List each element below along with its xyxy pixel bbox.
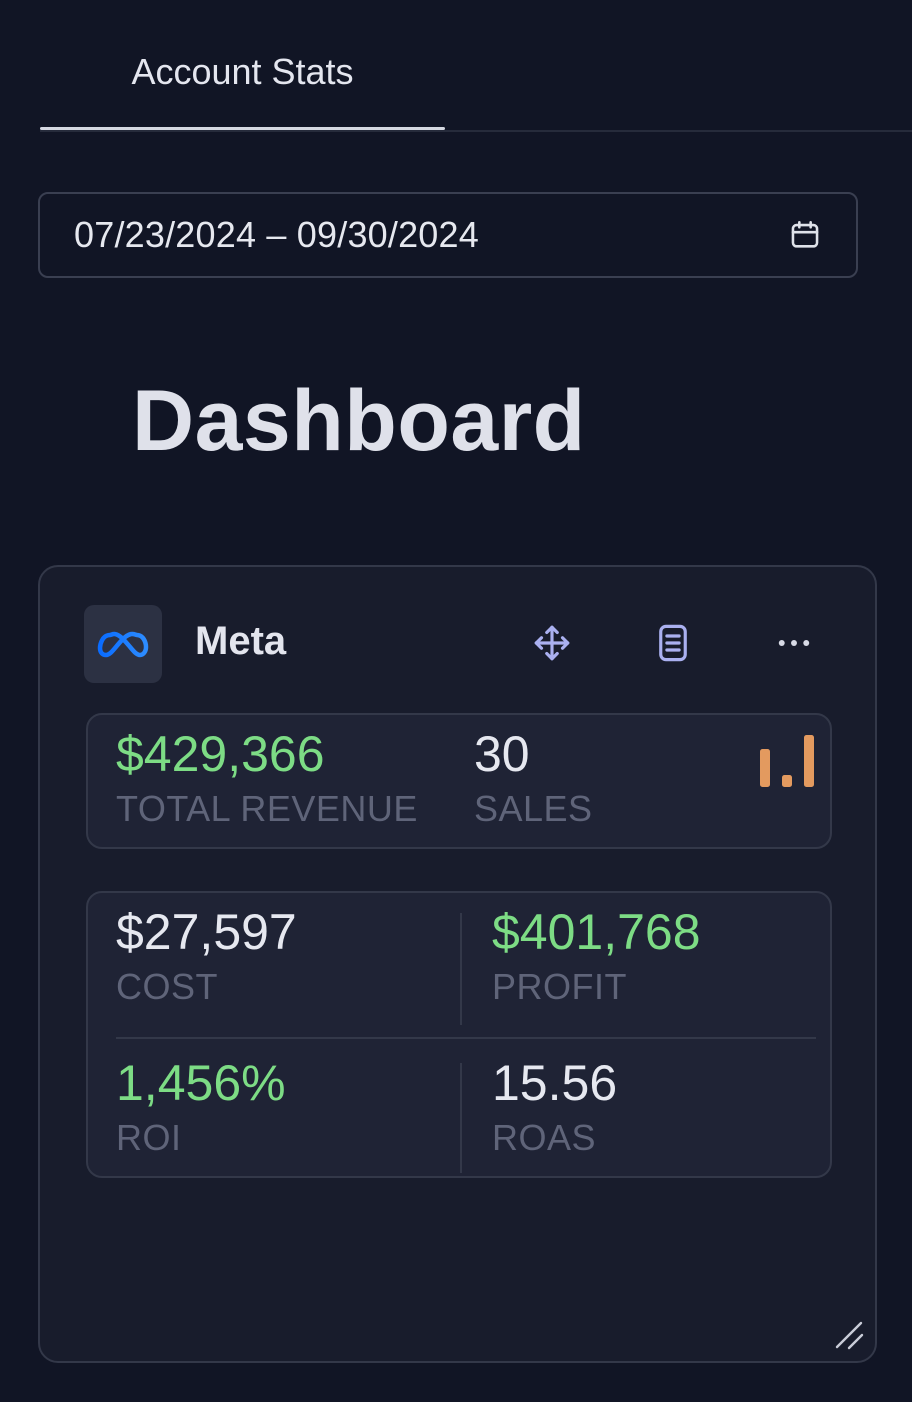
notes-button[interactable] (647, 617, 699, 669)
roi-value: 1,456% (116, 1055, 286, 1111)
page-title: Dashboard (132, 373, 586, 469)
tab-account-stats[interactable]: Account Stats (40, 0, 445, 132)
metrics-divider-vertical (460, 1063, 462, 1173)
meta-logo-icon (97, 631, 149, 658)
summary-panel: $429,366 TOTAL REVENUE 30 SALES (86, 713, 832, 849)
active-tab-indicator (40, 127, 445, 130)
card-title: Meta (195, 619, 287, 663)
sales-value: 30 (474, 726, 530, 782)
meta-stats-card: Meta (38, 565, 877, 1363)
move-button[interactable] (526, 617, 578, 669)
tab-bar: Account Stats (0, 0, 912, 132)
calendar-icon[interactable] (788, 218, 822, 252)
move-icon (534, 625, 570, 661)
more-icon (778, 640, 810, 646)
roas-value: 15.56 (492, 1055, 618, 1111)
more-options-button[interactable] (768, 617, 820, 669)
metrics-divider-horizontal (116, 1037, 816, 1039)
notes-icon (659, 624, 687, 662)
meta-logo-tile (84, 605, 162, 683)
roi-label: ROI (116, 1117, 182, 1158)
total-revenue-value: $429,366 (116, 726, 325, 782)
resize-handle-icon[interactable] (831, 1317, 865, 1351)
bar-chart-icon[interactable] (758, 733, 818, 789)
cost-value: $27,597 (116, 904, 297, 960)
metrics-divider-vertical (460, 913, 462, 1025)
total-revenue-label: TOTAL REVENUE (116, 788, 418, 829)
roas-label: ROAS (492, 1117, 597, 1158)
metrics-panel: $27,597 COST $401,768 PROFIT 1,456% ROI … (86, 891, 832, 1178)
date-range-value: 07/23/2024 – 09/30/2024 (74, 214, 479, 255)
profit-label: PROFIT (492, 966, 627, 1007)
profit-value: $401,768 (492, 904, 701, 960)
tab-bar-divider (40, 130, 912, 132)
sales-label: SALES (474, 788, 593, 829)
date-range-picker[interactable]: 07/23/2024 – 09/30/2024 (38, 192, 858, 278)
tab-label: Account Stats (131, 51, 354, 92)
cost-label: COST (116, 966, 219, 1007)
